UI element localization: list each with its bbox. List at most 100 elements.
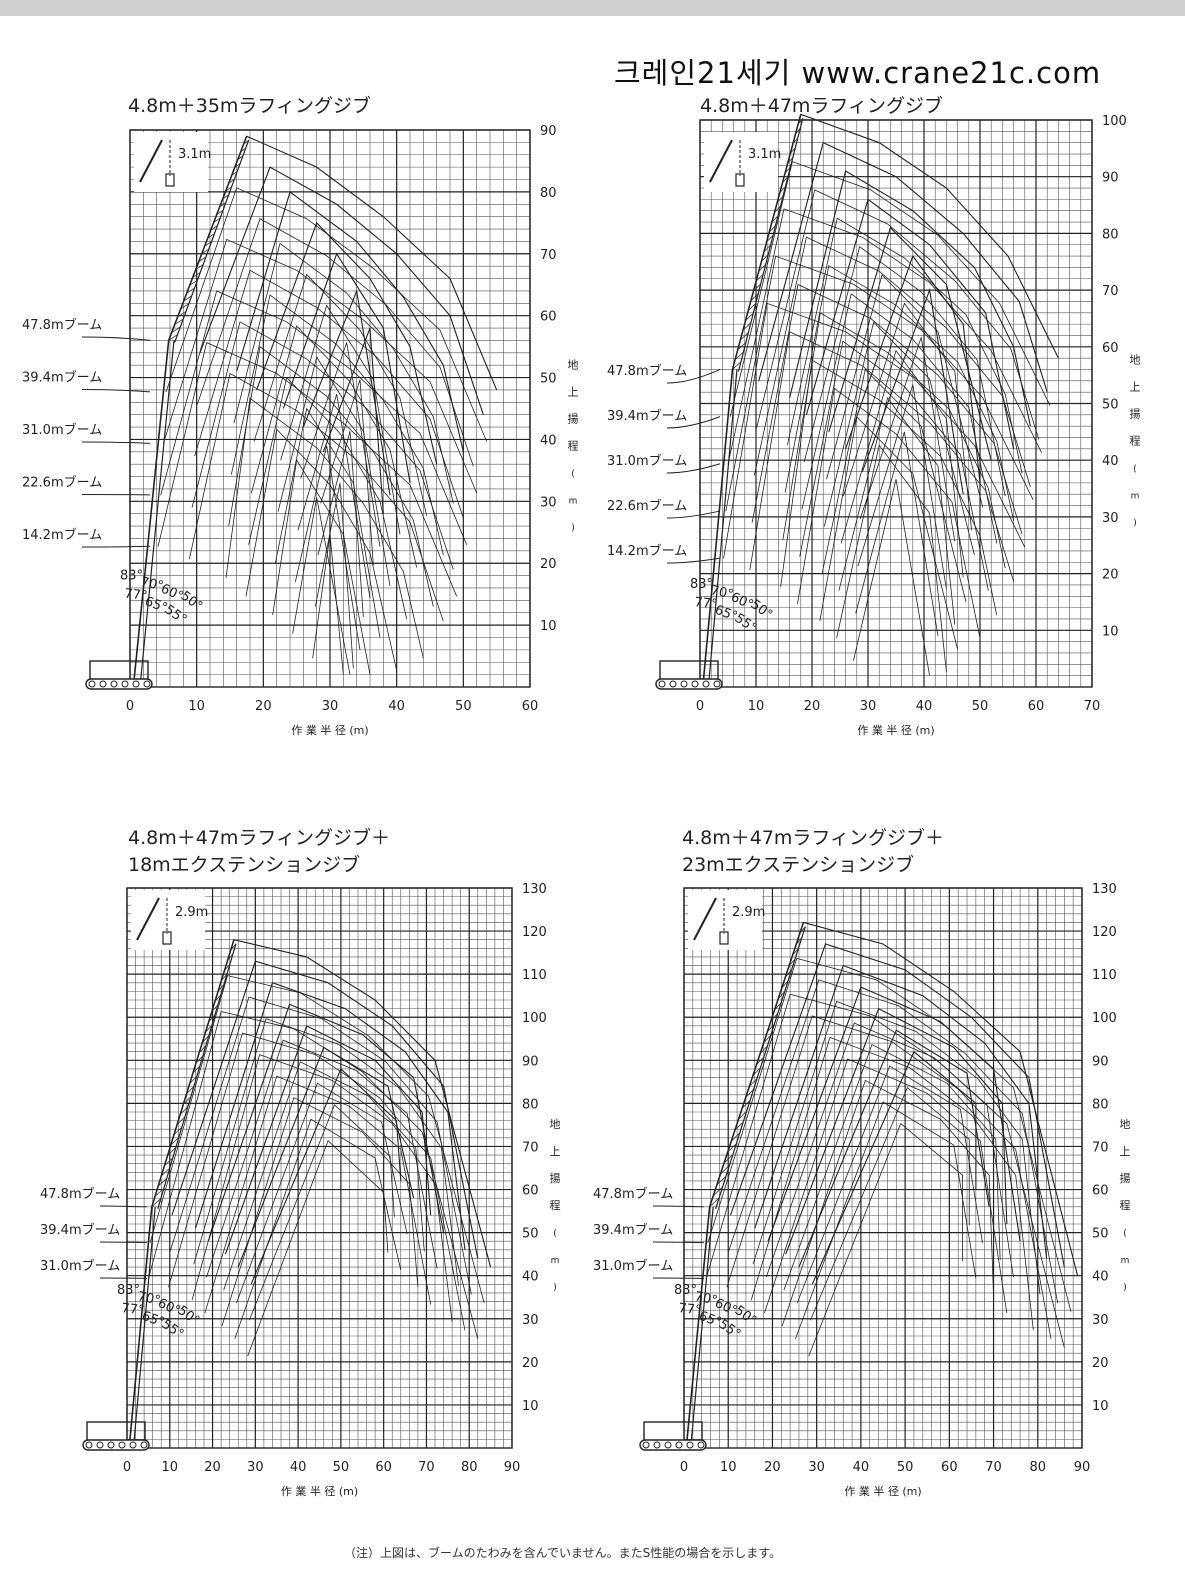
jib-lacing	[171, 326, 181, 333]
crane-base	[639, 1421, 707, 1451]
boom-label: 31.0mブーム	[607, 453, 687, 469]
boom-line	[139, 340, 175, 688]
inset-background	[688, 890, 762, 950]
jib-lacing	[756, 1056, 765, 1065]
jib-lacing	[216, 209, 224, 216]
y-axis-label-char: (	[1123, 1229, 1127, 1239]
jib-lacing	[741, 1099, 751, 1109]
x-tick-label: 10	[162, 1460, 179, 1475]
jib-lacing	[777, 991, 785, 1000]
jib-lacing	[763, 1034, 772, 1044]
jib-lacing	[225, 186, 232, 192]
jib-lacing	[151, 1198, 162, 1208]
x-tick-label: 50	[972, 699, 989, 714]
series-line-alt-boom	[855, 431, 939, 637]
site-watermark: 크레인21세기 www.crane21c.com	[614, 56, 1102, 90]
boom-label: 47.8mブーム	[607, 363, 687, 379]
series-line-alt-boom	[193, 1018, 459, 1286]
series-line	[758, 141, 1048, 393]
boom-label: 31.0mブーム	[593, 1258, 673, 1274]
series-line-alt-boom	[248, 376, 408, 620]
series-line	[256, 221, 438, 465]
series-line	[282, 252, 411, 483]
jib-lacing	[792, 947, 799, 956]
series-line-alt-boom	[799, 340, 989, 591]
range-chart-23m-extension: 0 10 20 30 40 50 60 70 80 90 10 20 30 40 50 60 70 80 90 100…	[593, 882, 1131, 1498]
x-tick-label: 60	[375, 1460, 392, 1475]
inset-label: 2.9m	[175, 905, 208, 920]
jib-lacing	[738, 1110, 747, 1120]
jib-lacing	[189, 1075, 198, 1084]
track-wheel	[110, 680, 118, 688]
y-tick-label: 90	[540, 124, 557, 139]
series-line-alt-boom	[274, 407, 381, 638]
y-tick-label: 30	[540, 495, 557, 510]
series-line	[236, 190, 464, 452]
y-tick-label: 40	[540, 433, 557, 448]
y-axis-label-char: 程	[1130, 435, 1141, 448]
crane-base	[85, 660, 153, 690]
chart-title-line: 23mエクステンションジブ	[682, 854, 915, 876]
y-tick-label: 60	[540, 310, 557, 325]
series-line	[811, 1050, 977, 1285]
x-tick-label: 30	[322, 699, 339, 714]
series-line-alt-boom	[826, 274, 984, 508]
jib-lacing	[776, 195, 784, 203]
jib-lacing	[231, 170, 238, 176]
boom-line	[690, 1206, 714, 1449]
jib-lacing	[198, 1045, 207, 1053]
jib-lacing	[186, 287, 195, 294]
x-tick-label: 50	[897, 1460, 914, 1475]
series-line-alt-boom	[280, 304, 401, 535]
y-tick-label: 110	[1092, 968, 1117, 983]
track-wheel	[88, 680, 96, 688]
boom-label-leader	[666, 369, 721, 384]
jib-lacing	[755, 273, 764, 282]
jib-lacing	[201, 248, 210, 255]
y-tick-label: 20	[522, 1356, 539, 1371]
x-tick-label: 70	[1084, 699, 1101, 714]
y-axis-label-char: 揚	[550, 1172, 561, 1185]
x-tick-label: 10	[720, 1460, 737, 1475]
series-line	[151, 939, 492, 1268]
jib-lacing	[785, 969, 792, 978]
y-tick-label: 50	[1102, 398, 1119, 413]
y-axis-label-char: 揚	[1120, 1172, 1131, 1185]
boom-label: 14.2mブーム	[22, 527, 102, 543]
jib-lacing	[217, 984, 225, 992]
series-group	[157, 135, 498, 675]
y-tick-label: 70	[540, 248, 557, 263]
series-line	[861, 287, 964, 495]
series-line-alt-boom	[250, 325, 418, 568]
inset-background	[134, 132, 208, 192]
chart-title-line: 4.8m＋47mラフィングジブ＋	[128, 827, 391, 849]
y-axis-label-char: 程	[568, 440, 579, 453]
series-line-alt-boom	[727, 208, 1042, 465]
jib-lacing	[177, 310, 187, 318]
series-line-alt-boom	[236, 1082, 408, 1304]
y-axis-label-char: m	[569, 497, 578, 507]
x-tick-label: 90	[1074, 1460, 1091, 1475]
x-tick-label: 20	[764, 1460, 781, 1475]
series-line-alt-boom	[162, 238, 478, 494]
jib-lacing	[731, 1132, 741, 1142]
jib-lacing	[192, 1065, 201, 1074]
track-wheel	[107, 1441, 115, 1449]
jib-lacing	[712, 1186, 723, 1197]
jib-lacing	[202, 1035, 210, 1043]
x-tick-label: 0	[696, 699, 704, 714]
boom-label: 47.8mブーム	[22, 317, 102, 333]
series-line-alt-boom	[723, 302, 1026, 559]
y-tick-label: 80	[522, 1097, 539, 1112]
x-tick-label: 40	[290, 1460, 307, 1475]
jib-lacing	[763, 244, 771, 252]
jib-angle-label: 70°	[136, 1289, 162, 1308]
track-wheel	[85, 1441, 93, 1449]
y-axis-label-char: 揚	[1130, 408, 1141, 421]
jib-lacing	[234, 163, 241, 168]
track-wheel	[118, 1441, 126, 1449]
jib-lacing	[240, 147, 247, 153]
jib-lacing	[720, 1165, 730, 1175]
jib-lacing	[198, 256, 207, 263]
boom-label-leader	[652, 1205, 705, 1208]
